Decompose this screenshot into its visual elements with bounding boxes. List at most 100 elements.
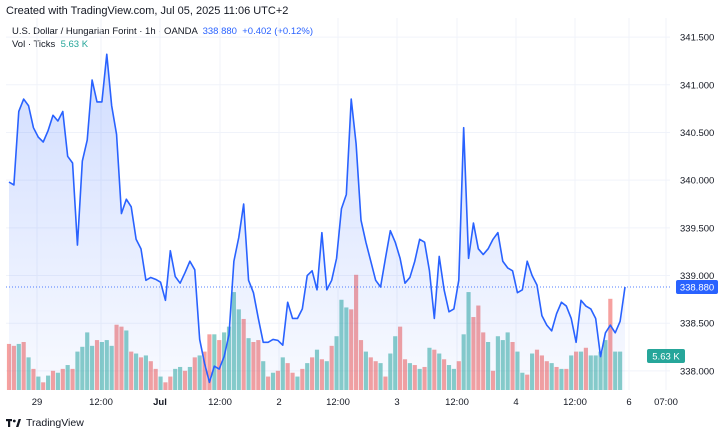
volume-bar-10 <box>55 372 60 390</box>
volume-bar-40 <box>202 351 207 390</box>
time-tick-9: 12:00 <box>563 397 587 408</box>
volume-bar-23 <box>119 326 124 390</box>
time-tick-3: 12:00 <box>208 397 232 408</box>
price-change: +0.402 (+0.12%) <box>242 26 314 37</box>
volume-bar-89 <box>442 359 447 390</box>
volume-bar-11 <box>60 368 65 390</box>
volume-bar-114 <box>564 368 569 390</box>
volume-bar-53 <box>266 376 271 390</box>
time-tick-4: 2 <box>276 397 281 408</box>
volume-bar-97 <box>481 332 486 390</box>
volume-bar-103 <box>510 342 515 390</box>
volume-bar-76 <box>378 363 383 390</box>
price-tick-1: 341.000 <box>680 80 714 91</box>
volume-bar-55 <box>275 370 280 390</box>
volume-bar-115 <box>569 355 574 390</box>
volume-legend: Vol · Ticks 5.63 K <box>12 39 88 50</box>
volume-bar-79 <box>393 336 398 390</box>
price-tick-3: 340.000 <box>680 176 714 187</box>
volume-bar-47 <box>236 309 241 390</box>
volume-bar-56 <box>280 357 285 390</box>
time-tick-1: 12:00 <box>89 397 113 408</box>
volume-bar-68 <box>339 299 344 390</box>
volume-value: 5.63 K <box>60 39 89 50</box>
volume-bar-70 <box>349 309 354 390</box>
volume-bar-82 <box>407 363 412 390</box>
symbol-legend: U.S. Dollar / Hungarian Forint · 1h · OA… <box>12 26 313 37</box>
footer-brand-name: TradingView <box>26 417 84 429</box>
volume-bar-51 <box>256 340 261 390</box>
volume-bar-117 <box>578 351 584 390</box>
volume-bar-33 <box>168 376 173 390</box>
footer-brand: TradingView <box>6 417 84 429</box>
volume-bar-80 <box>398 326 403 390</box>
volume-bar-84 <box>417 368 422 390</box>
volume-bar-1 <box>11 345 16 390</box>
volume-bar-90 <box>446 365 452 390</box>
volume-bar-119 <box>588 355 593 390</box>
time-tick-7: 12:00 <box>445 397 469 408</box>
volume-bar-94 <box>466 292 471 390</box>
volume-bar-57 <box>285 363 290 390</box>
volume-bar-91 <box>451 368 456 390</box>
volume-bar-122 <box>603 340 608 390</box>
volume-bar-24 <box>124 330 129 390</box>
volume-bar-32 <box>163 382 168 390</box>
price-axis: 341.500 341.000 340.500 340.000 339.500 339.0… <box>680 33 714 378</box>
price-tick-7: 338.000 <box>680 366 714 377</box>
volume-bar-48 <box>241 318 246 390</box>
volume-bar-95 <box>471 317 476 390</box>
volume-bar-27 <box>138 357 144 390</box>
volume-bar-107 <box>530 353 535 390</box>
volume-bar-87 <box>432 349 437 390</box>
volume-bar-45 <box>226 326 232 390</box>
volume-bar-25 <box>129 351 134 390</box>
current-price-badge <box>676 279 718 294</box>
volume-bar-21 <box>109 345 114 390</box>
volume-bar-85 <box>422 366 427 390</box>
price-tick-0: 341.500 <box>680 33 714 44</box>
volume-bar-61 <box>305 363 310 390</box>
volume-bar-60 <box>300 368 305 390</box>
volume-bar-106 <box>525 374 530 390</box>
price-area <box>8 53 626 390</box>
volume-label: Vol · Ticks <box>12 39 56 50</box>
volume-bar-74 <box>368 357 373 390</box>
volume-bar-105 <box>520 372 525 390</box>
price-tick-2: 340.500 <box>680 128 714 139</box>
volume-bar-35 <box>178 366 183 390</box>
volume-bar-71 <box>354 274 359 390</box>
volume-bar-42 <box>212 334 217 390</box>
volume-bar-4 <box>26 357 31 390</box>
volume-bar-41 <box>207 334 212 390</box>
volume-bar-78 <box>388 353 393 390</box>
axis-badges: 338.880 5.63 K <box>647 279 718 363</box>
volume-bar-113 <box>559 368 564 390</box>
volume-bar-66 <box>329 345 334 390</box>
volume-bar-58 <box>290 372 295 390</box>
volume-bar-83 <box>412 365 417 390</box>
volume-bar-50 <box>251 342 256 390</box>
volume-bar-30 <box>153 368 158 390</box>
volume-bar-14 <box>75 351 80 390</box>
volume-bar-112 <box>554 366 559 390</box>
volume-bar-16 <box>85 332 90 390</box>
price-tick-6: 338.500 <box>680 319 714 330</box>
volume-bar-116 <box>574 351 579 390</box>
volume-bar-86 <box>427 347 432 390</box>
volume-bar-125 <box>618 351 623 390</box>
volume-bar-7 <box>41 382 46 390</box>
created-with-text: Created with TradingView.com, Jul 05, 20… <box>6 5 289 17</box>
volume-bar-111 <box>549 363 554 390</box>
volume-bar-52 <box>261 361 266 390</box>
volume-bar-22 <box>114 324 119 390</box>
volume-bar-59 <box>295 376 300 390</box>
volume-bar-36 <box>182 370 188 390</box>
time-tick-11: 07:00 <box>654 397 678 408</box>
volume-bar-120 <box>593 355 598 390</box>
time-tick-2: Jul <box>153 397 167 408</box>
volume-bar-110 <box>544 361 549 390</box>
volume-bar-17 <box>90 345 95 390</box>
volume-bar-121 <box>598 351 603 390</box>
